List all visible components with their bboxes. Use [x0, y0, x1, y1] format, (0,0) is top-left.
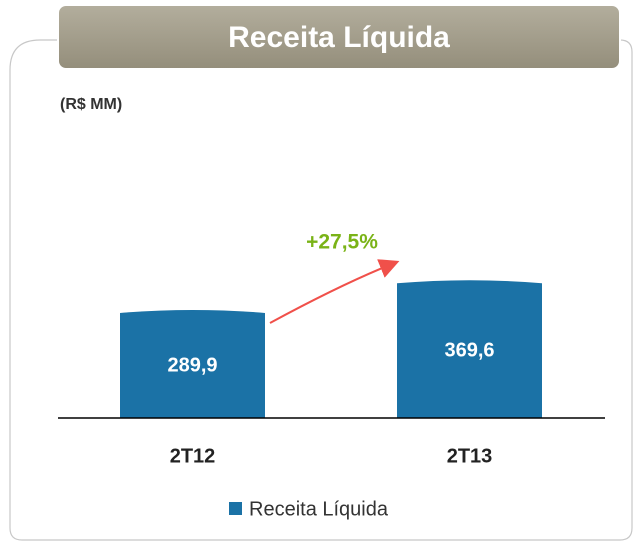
legend-label: Receita Líquida	[249, 498, 389, 520]
growth-arrow	[269, 259, 400, 324]
data-label: 289,9	[167, 354, 217, 376]
bar	[397, 280, 542, 418]
annotation: +27,5%	[306, 231, 378, 254]
x-tick-label: 2T13	[447, 445, 493, 467]
data-label: 369,6	[444, 339, 494, 361]
bar	[120, 309, 265, 418]
unit-label: (R$ MM)	[60, 96, 122, 113]
chart-title: Receita Líquida	[228, 21, 450, 54]
legend-swatch	[229, 502, 242, 515]
x-tick-label: 2T12	[170, 445, 216, 467]
header	[57, 4, 621, 70]
